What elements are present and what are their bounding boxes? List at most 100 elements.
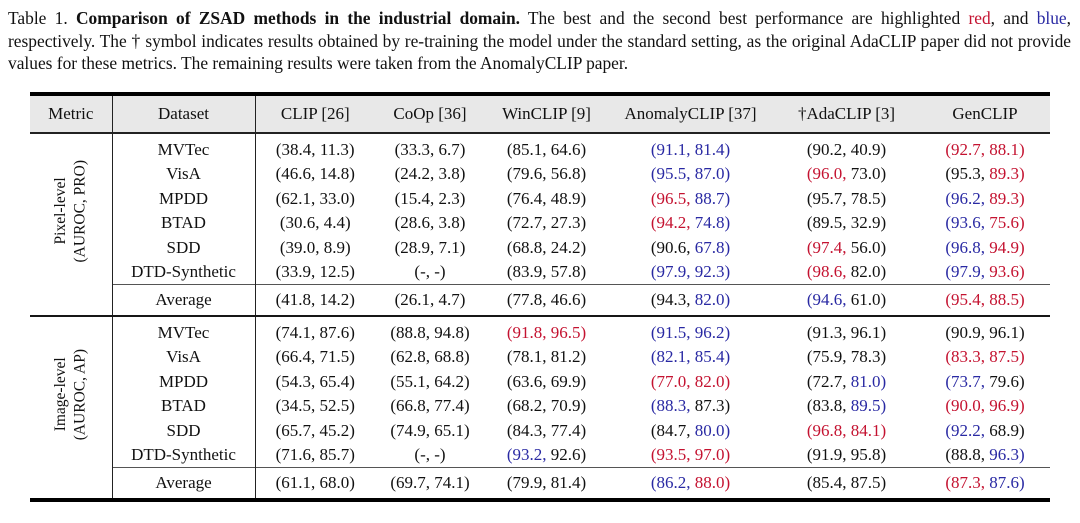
metric-label: Pixel-level (AUROC, PRO) (51, 160, 90, 262)
result-cell: (71.6, 85.7) (275, 445, 355, 465)
result-cell: (61.1, 68.0) (255, 466, 375, 498)
result-cell: (96.0, 73.0) (806, 164, 887, 184)
table-row: DTD-Synthetic (33.9, 12.5) (-, -) (83.9, 57… (30, 259, 1050, 285)
table-header: Metric Dataset CLIP [26] CoOp [36] WinCLIP [… (30, 95, 1050, 134)
result-cell: (91.1, 81.4) (650, 139, 731, 159)
result-cell: (74.1, 87.6) (255, 314, 375, 345)
result-cell: (93.5, 97.0) (650, 445, 731, 465)
result-cell: (38.4, 11.3) (275, 139, 355, 159)
table-row: MPDD (54.3, 65.4) (55.1, 64.2) (63.6, 69.9)… (30, 368, 1050, 394)
average-label: Average (112, 283, 256, 316)
result-cell: (97.4, 56.0) (806, 237, 887, 257)
result-cell: (86.2, 88.0) (608, 466, 773, 498)
column-header: Metric (30, 95, 113, 134)
table-row: BTAD (30.6, 4.4) (28.6, 3.8) (72.7, 27.3) (9… (30, 210, 1050, 235)
result-cell: (89.5, 32.9) (806, 213, 887, 233)
result-cell: (83.3, 87.5) (945, 347, 1025, 367)
table-section: Image-level (AUROC, AP) MVTec (74.1, 87.6)(… (30, 314, 1050, 498)
result-cell: (95.5, 87.0) (650, 164, 731, 184)
result-cell: (93.6, 75.6) (945, 213, 1025, 233)
table-row: BTAD (34.5, 52.5) (66.8, 77.4) (68.2, 70.9)… (30, 393, 1050, 418)
column-header: †AdaCLIP [3] (773, 95, 920, 134)
table-row: DTD-Synthetic (71.6, 85.7) (-, -) (93.2, 92… (30, 442, 1050, 468)
result-cell: (79.9, 81.4) (485, 466, 608, 498)
result-cell: (39.0, 8.9) (279, 237, 351, 257)
metric-label-line: Image-level (52, 357, 70, 432)
metric-label-cell: Pixel-level (AUROC, PRO) (30, 132, 113, 316)
column-header: GenCLIP (920, 95, 1050, 134)
metric-label-cell: Image-level (AUROC, AP) (30, 314, 113, 498)
result-cell: (62.8, 68.8) (390, 347, 470, 367)
result-cell: (28.9, 7.1) (394, 237, 466, 257)
dataset-name: SDD (112, 417, 256, 443)
dataset-name: MPDD (112, 368, 256, 394)
column-header: CoOp [36] (375, 95, 485, 134)
result-cell: (98.6, 82.0) (806, 262, 887, 282)
table-row: VisA (66.4, 71.5) (62.8, 68.8) (78.1, 81.2)… (30, 344, 1050, 369)
result-cell: (90.2, 40.9) (806, 139, 887, 159)
result-cell: (92.2, 68.9) (945, 420, 1025, 440)
result-cell: (77.8, 46.6) (485, 283, 608, 316)
caption-segment: blue (1036, 8, 1067, 28)
dataset-name: VisA (112, 161, 256, 186)
table-row: VisA (46.6, 14.8) (24.2, 3.8) (79.6, 56.8) (… (30, 161, 1050, 186)
result-cell: (88.3, 87.3) (650, 396, 731, 416)
column-header: Dataset (112, 95, 256, 134)
result-cell: (-, -) (414, 262, 446, 282)
result-cell: (90.9, 96.1) (920, 314, 1050, 345)
table-row: SDD (65.7, 45.2) (74.9, 65.1) (84.3, 77.4) (… (30, 417, 1050, 443)
result-cell: (91.3, 96.1) (773, 314, 920, 345)
metric-label-line: (AUROC, PRO) (71, 160, 89, 263)
result-cell: (95.3, 89.3) (945, 164, 1025, 184)
result-cell: (33.3, 6.7) (394, 139, 466, 159)
result-cell: (91.9, 95.8) (806, 445, 887, 465)
result-cell: (75.9, 78.3) (806, 347, 887, 367)
result-cell: (96.8, 84.1) (806, 420, 887, 440)
result-cell: (94.6, 61.0) (773, 283, 920, 316)
table-row: MPDD (62.1, 33.0) (15.4, 2.3) (76.4, 48.9) (… (30, 185, 1050, 211)
dataset-name: MVTec (112, 314, 256, 345)
result-cell: (41.8, 14.2) (255, 283, 375, 316)
result-cell: (82.1, 85.4) (650, 347, 731, 367)
result-cell: (30.6, 4.4) (279, 213, 351, 233)
result-cell: (96.2, 89.3) (945, 188, 1025, 208)
result-cell: (97.9, 92.3) (650, 262, 731, 282)
result-cell: (66.8, 77.4) (390, 396, 470, 416)
column-header: AnomalyCLIP [37] (608, 95, 773, 134)
table-row: Pixel-level (AUROC, PRO) MVTec (38.4, 11.3)… (30, 132, 1050, 316)
dataset-name: BTAD (112, 210, 256, 235)
average-row: Average (41.8, 14.2) (26.1, 4.7) (77.8, 46.… (30, 283, 1050, 316)
result-cell: (34.5, 52.5) (275, 396, 355, 416)
metric-label-line: (AUROC, AP) (71, 348, 89, 441)
result-cell: (96.8, 94.9) (945, 237, 1025, 257)
result-cell: (91.8, 96.5) (485, 314, 608, 345)
result-cell: (84.3, 77.4) (506, 420, 587, 440)
result-cell: (46.6, 14.8) (275, 164, 355, 184)
caption-segment: The best and the second best performance… (519, 8, 969, 28)
column-header: CLIP [26] (255, 95, 375, 134)
result-cell: (96.5, 88.7) (650, 188, 731, 208)
result-cell: (72.7, 81.0) (806, 371, 887, 391)
dataset-name: SDD (112, 234, 256, 260)
result-cell: (62.1, 33.0) (275, 188, 355, 208)
column-header: WinCLIP [9] (485, 95, 608, 134)
result-cell: (63.6, 69.9) (506, 371, 587, 391)
result-cell: (94.3, 82.0) (608, 283, 773, 316)
result-cell: (95.7, 78.5) (806, 188, 887, 208)
result-cell: (77.0, 82.0) (650, 371, 731, 391)
average-row: Average (61.1, 68.0) (69.7, 74.1) (79.9, 81… (30, 466, 1050, 498)
result-cell: (97.9, 93.6) (945, 262, 1025, 282)
table-row: Image-level (AUROC, AP) MVTec (74.1, 87.6)(… (30, 314, 1050, 498)
metric-label-wrap: Pixel-level (AUROC, PRO) (30, 137, 112, 315)
metric-label-wrap: Image-level (AUROC, AP) (30, 320, 112, 498)
result-cell: (15.4, 2.3) (394, 188, 466, 208)
result-cell: (87.3, 87.6) (920, 466, 1050, 498)
result-cell: (26.1, 4.7) (375, 283, 485, 316)
metric-label-line: Pixel-level (52, 177, 70, 245)
result-cell: (-, -) (414, 445, 446, 465)
result-cell: (94.2, 74.8) (650, 213, 731, 233)
dataset-name: MPDD (112, 185, 256, 211)
result-cell: (90.0, 96.9) (945, 396, 1025, 416)
result-cell: (91.5, 96.2) (608, 314, 773, 345)
dataset-name: MVTec (112, 132, 256, 162)
